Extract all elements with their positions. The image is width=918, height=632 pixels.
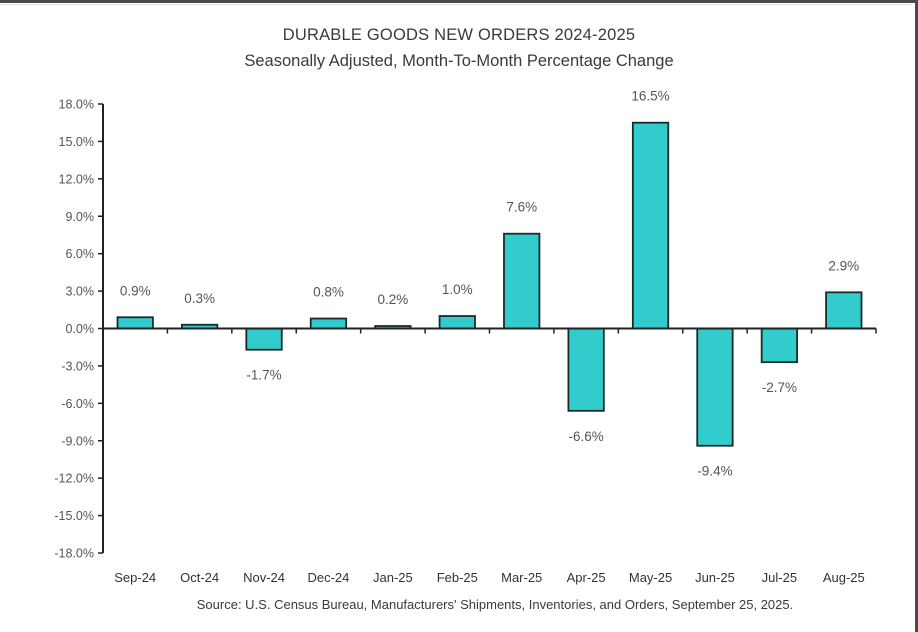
- bar-nov-24: [245, 327, 283, 351]
- data-label: 7.6%: [506, 200, 537, 215]
- x-tick-label: Jan-25: [373, 570, 413, 585]
- data-label: 0.9%: [120, 283, 151, 298]
- bar-sep-24: [116, 316, 154, 330]
- frame-inner-line: [0, 4, 912, 5]
- y-tick-label: 0.0%: [66, 322, 95, 336]
- y-tick-label: -3.0%: [61, 359, 94, 373]
- chart-title: DURABLE GOODS NEW ORDERS 2024-2025: [282, 26, 636, 44]
- y-tick-label: 15.0%: [59, 135, 94, 149]
- y-tick-label: 9.0%: [66, 210, 95, 224]
- data-label: 2.9%: [828, 258, 859, 273]
- data-label: 16.5%: [631, 89, 669, 104]
- x-tick-label: Oct-24: [180, 570, 219, 585]
- x-tick-label: Sep-24: [114, 570, 156, 585]
- x-tick-label: Jun-25: [695, 570, 735, 585]
- y-tick-label: 18.0%: [59, 98, 94, 112]
- x-tick-label: Mar-25: [501, 570, 542, 585]
- y-tick-label: -9.0%: [61, 434, 94, 448]
- data-label: -1.7%: [246, 368, 281, 383]
- bar-mar-25: [503, 232, 541, 330]
- y-tick-label: -12.0%: [54, 472, 94, 486]
- bar-apr-25: [567, 327, 605, 412]
- y-tick-label: 6.0%: [66, 247, 95, 261]
- data-label: -9.4%: [697, 464, 732, 479]
- y-tick-label: -15.0%: [54, 509, 94, 523]
- y-tick-label: -18.0%: [54, 547, 94, 561]
- bar-jul-25: [760, 327, 798, 364]
- x-tick-label: Aug-25: [823, 570, 865, 585]
- bar-jun-25: [696, 327, 734, 447]
- data-label: 1.0%: [442, 282, 473, 297]
- bar-aug-25: [825, 291, 863, 330]
- x-tick-label: Nov-24: [243, 570, 285, 585]
- bar-may-25: [631, 121, 670, 330]
- data-label: -2.7%: [762, 380, 797, 395]
- data-label: 0.2%: [377, 292, 408, 307]
- bar-dec-24: [309, 317, 348, 330]
- x-tick-label: Apr-25: [567, 570, 606, 585]
- data-label: -6.6%: [568, 429, 603, 444]
- bar-feb-25: [438, 315, 476, 330]
- data-label: 0.8%: [313, 285, 344, 300]
- chart-subtitle: Seasonally Adjusted, Month-To-Month Perc…: [244, 52, 674, 70]
- chart-source: Source: U.S. Census Bureau, Manufacturer…: [196, 597, 794, 612]
- y-tick-label: -6.0%: [61, 397, 94, 411]
- y-tick-label: 12.0%: [59, 172, 94, 186]
- x-tick-label: Jul-25: [762, 570, 797, 585]
- data-label: 0.3%: [184, 291, 215, 306]
- x-tick-label: May-25: [629, 570, 672, 585]
- x-tick-label: Feb-25: [437, 570, 478, 585]
- y-tick-label: 3.0%: [66, 285, 95, 299]
- x-tick-label: Dec-24: [307, 570, 349, 585]
